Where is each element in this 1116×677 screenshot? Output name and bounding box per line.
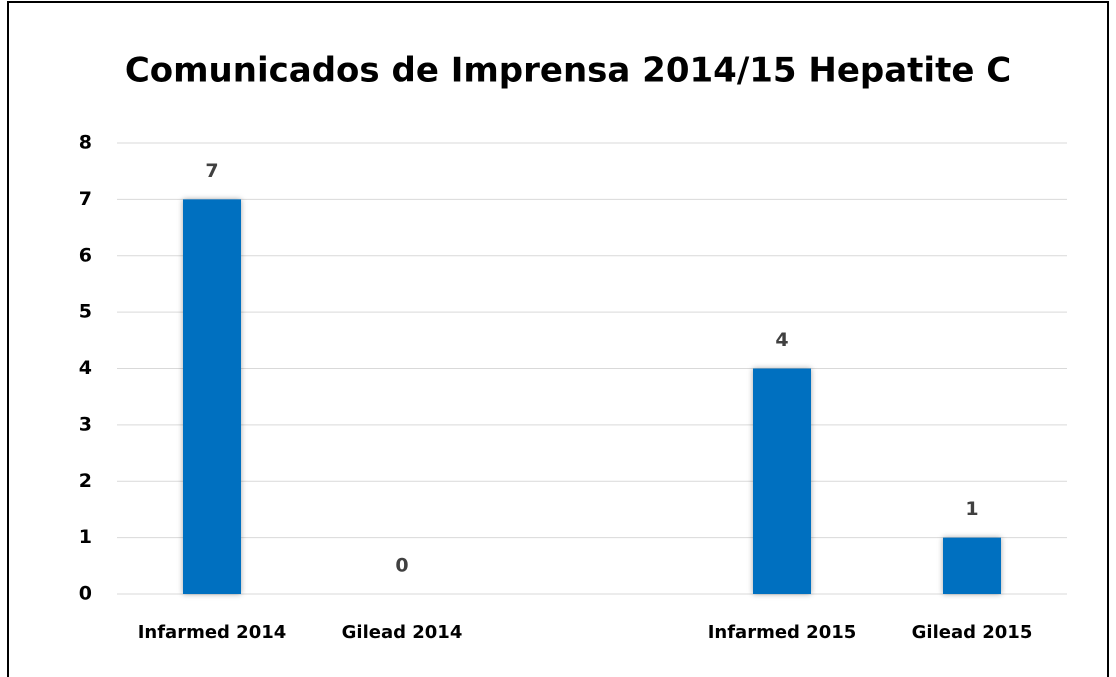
y-tick-label: 5 — [79, 301, 92, 323]
bar — [183, 199, 241, 594]
data-label: 1 — [965, 498, 978, 520]
y-tick-label: 0 — [79, 583, 92, 605]
data-label: 0 — [395, 555, 408, 577]
y-tick-label: 4 — [79, 357, 92, 379]
bar — [943, 537, 1001, 594]
x-tick-label: Gilead 2015 — [912, 622, 1033, 643]
y-tick-label: 7 — [79, 188, 92, 210]
data-label: 4 — [775, 329, 788, 351]
bar — [753, 368, 811, 594]
x-tick-label: Infarmed 2014 — [138, 622, 287, 643]
y-tick-label: 2 — [79, 470, 92, 492]
data-label: 7 — [205, 160, 218, 182]
y-tick-label: 3 — [79, 413, 92, 435]
x-tick-label: Infarmed 2015 — [708, 622, 857, 643]
y-tick-label: 8 — [79, 132, 92, 154]
chart-title: Comunicados de Imprensa 2014/15 Hepatite… — [125, 51, 1011, 91]
y-tick-label: 1 — [79, 526, 92, 548]
x-tick-label: Gilead 2014 — [342, 622, 463, 643]
y-tick-label: 6 — [79, 244, 92, 266]
